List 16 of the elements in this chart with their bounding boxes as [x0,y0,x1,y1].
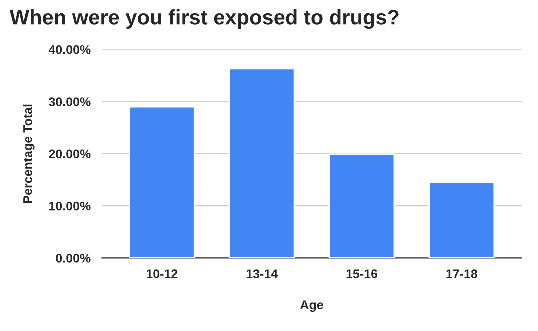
x-axis-title: Age [300,300,324,312]
y-axis-title: Percentage Total [23,104,35,203]
y-tick-label: 30.00% [49,98,91,106]
bar [328,154,396,258]
y-tick-label: 20.00% [49,150,91,159]
y-tick-label: 10.00% [50,202,91,211]
x-tick-label: 15-16 [346,270,378,278]
y-tick-label: 0.00% [56,254,91,263]
bar [129,106,196,258]
y-tick-label: 40.00% [48,45,91,54]
x-tick-label: 13-14 [246,270,278,278]
x-tick-label: 10-12 [146,270,178,278]
chart-title: When were you first exposed to drugs? [10,10,399,30]
bar [428,182,496,258]
x-tick-label: 17-18 [446,270,478,278]
bar [228,68,296,258]
